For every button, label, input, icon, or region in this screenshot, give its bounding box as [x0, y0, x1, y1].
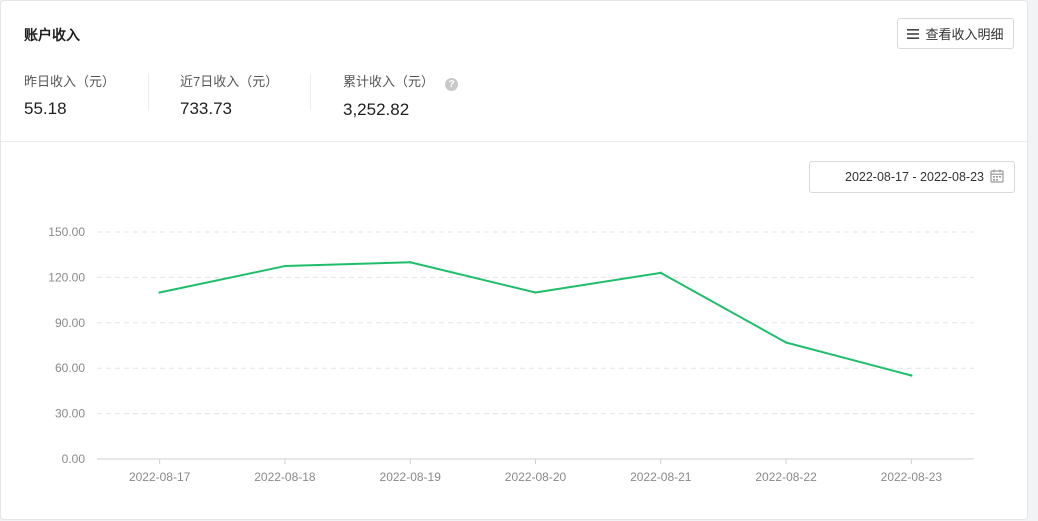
data-point: [158, 291, 161, 294]
x-tick-label: 2022-08-18: [254, 470, 316, 484]
stat-label: 累计收入（元）: [343, 74, 435, 89]
x-tick-label: 2022-08-20: [505, 470, 567, 484]
page-edge: [1030, 0, 1038, 513]
stat-yesterday: 昨日收入（元） 55.18: [24, 71, 115, 119]
date-range-picker[interactable]: 2022-08-17 - 2022-08-23: [809, 161, 1015, 193]
stat-value: 733.73: [180, 99, 232, 118]
card-title: 账户收入: [24, 27, 80, 43]
date-range-text: 2022-08-17 - 2022-08-23: [845, 170, 984, 184]
stat-label: 近7日收入（元）: [180, 74, 279, 89]
x-tick-label: 2022-08-22: [755, 470, 817, 484]
data-point: [534, 291, 537, 294]
y-tick-label: 120.00: [48, 270, 85, 284]
y-tick-label: 60.00: [55, 361, 85, 375]
x-tick-label: 2022-08-17: [129, 470, 191, 484]
stat-divider: [148, 73, 149, 111]
stat-label: 昨日收入（元）: [24, 74, 116, 89]
data-point: [283, 264, 287, 268]
y-tick-label: 30.00: [55, 407, 85, 421]
y-tick-label: 90.00: [55, 316, 85, 330]
view-income-detail-button[interactable]: 查看收入明细: [897, 18, 1014, 49]
stat-label-row: 累计收入（元）?: [343, 71, 459, 91]
x-tick-label: 2022-08-23: [881, 470, 943, 484]
calendar-icon: [990, 169, 1004, 186]
series-line: [159, 261, 912, 377]
data-point: [784, 341, 788, 344]
stat-cumulative: 累计收入（元）? 3,252.82: [343, 71, 459, 120]
stat-value: 55.18: [24, 99, 67, 118]
data-point: [910, 374, 913, 377]
y-tick-label: 0.00: [62, 452, 86, 466]
data-point: [409, 261, 412, 264]
help-icon[interactable]: ?: [445, 78, 459, 91]
income-line-chart: 0.00 30.00 60.00 90.00 120.00 150.00 2022-08-1…: [48, 225, 974, 484]
view-income-detail-label: 查看收入明细: [925, 27, 1004, 42]
stat-divider: [310, 73, 311, 111]
x-tick-label: 2022-08-19: [380, 470, 442, 484]
stat-value: 3,252.82: [343, 100, 410, 119]
data-point: [659, 271, 662, 275]
list-icon: [907, 28, 920, 39]
x-tick-label: 2022-08-21: [630, 470, 692, 484]
y-tick-label: 150.00: [48, 225, 85, 239]
stat-last-7-days: 近7日收入（元） 733.73: [180, 71, 278, 119]
section-divider: [1, 141, 1029, 142]
